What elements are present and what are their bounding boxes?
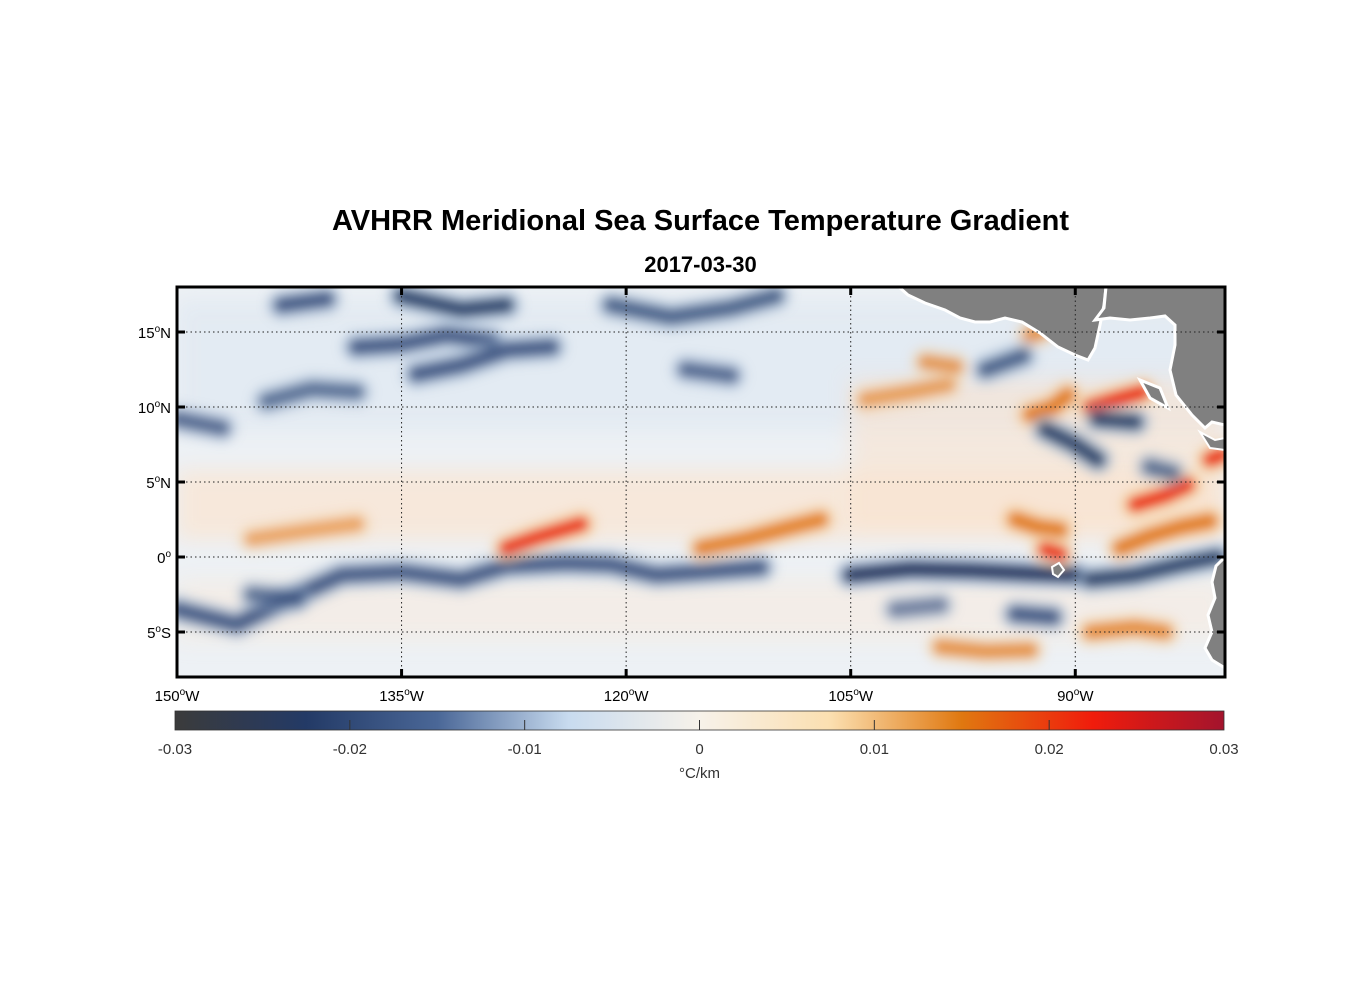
cold-north-7 bbox=[177, 411, 230, 436]
warm-front-7 bbox=[1127, 477, 1196, 512]
warm-front-4 bbox=[1007, 512, 1068, 538]
colorbar-ticks: -0.03 -0.02 -0.01 0 0.01 0.02 0.03 bbox=[158, 720, 1239, 758]
colorbar-tick-label: 0.01 bbox=[860, 741, 889, 758]
cold-east-4 bbox=[1007, 606, 1061, 625]
cold-east-5 bbox=[1142, 459, 1181, 481]
warm-front-14 bbox=[1082, 620, 1173, 640]
land-central-america bbox=[1091, 287, 1225, 431]
land-mexico bbox=[896, 287, 1108, 362]
warm-front-10 bbox=[1022, 387, 1076, 422]
lat-label: 5oS bbox=[147, 624, 171, 642]
cold-north-2 bbox=[394, 288, 514, 317]
lat-label: 5oN bbox=[146, 474, 171, 492]
lon-label: 90oW bbox=[1057, 687, 1094, 705]
colorbar-unit-label: °C/km bbox=[679, 765, 720, 782]
colorbar-tick-label: 0 bbox=[695, 741, 703, 758]
frame-ticks bbox=[175, 287, 1225, 677]
cold-north-6 bbox=[678, 362, 739, 383]
cold-east-6 bbox=[888, 597, 948, 617]
colorbar: -0.03 -0.02 -0.01 0 0.01 0.02 0.03 °C/km bbox=[158, 710, 1239, 782]
warm-front-13 bbox=[933, 639, 1038, 659]
lat-label: 0o bbox=[157, 549, 171, 567]
warm-front-8 bbox=[1202, 447, 1225, 467]
lon-label: 105oW bbox=[828, 687, 874, 705]
warm-front-12 bbox=[918, 354, 963, 374]
warm-front-11 bbox=[858, 377, 956, 407]
colorbar-tick-label: -0.01 bbox=[508, 741, 542, 758]
cold-north-4 bbox=[409, 339, 559, 382]
cold-east-2 bbox=[1090, 411, 1143, 430]
warm-front-6 bbox=[1112, 513, 1218, 556]
longitude-labels: 150oW 135oW 120oW 105oW 90oW bbox=[155, 687, 1095, 705]
cold-north-5 bbox=[603, 288, 784, 325]
land-south-america bbox=[1203, 554, 1225, 670]
land-galapagos bbox=[1050, 561, 1066, 579]
warm-front-1 bbox=[244, 516, 365, 547]
colorbar-tick-label: -0.02 bbox=[333, 741, 367, 758]
cold-band-equator-far-east bbox=[1082, 549, 1225, 587]
map-title: AVHRR Meridional Sea Surface Temperature… bbox=[331, 205, 1069, 237]
cold-band-equator-east bbox=[843, 561, 1083, 583]
cold-east-3 bbox=[978, 348, 1031, 377]
graticule bbox=[177, 287, 1225, 677]
lon-label: 135oW bbox=[379, 687, 425, 705]
colorbar-tick-label: -0.03 bbox=[158, 741, 192, 758]
lon-label: 120oW bbox=[604, 687, 650, 705]
warm-front-3 bbox=[693, 512, 829, 556]
cold-sw-1 bbox=[244, 587, 305, 607]
colorbar-tick-label: 0.02 bbox=[1035, 741, 1064, 758]
cold-north-1 bbox=[274, 291, 335, 313]
warm-front-9 bbox=[1082, 384, 1151, 415]
cold-north-3 bbox=[349, 327, 499, 355]
lat-label: 10oN bbox=[138, 399, 171, 417]
map-plot-area bbox=[175, 285, 1227, 679]
cold-north-8 bbox=[259, 381, 365, 409]
colorbar-tick-label: 0.03 bbox=[1209, 741, 1238, 758]
warm-front-2 bbox=[498, 516, 589, 556]
land-panama bbox=[1197, 429, 1225, 452]
latitude-labels: 15oN 10oN 5oN 0o 5oS bbox=[138, 324, 172, 642]
lon-label: 150oW bbox=[155, 687, 201, 705]
lat-label: 15oN bbox=[138, 324, 171, 342]
warm-front-5 bbox=[1037, 542, 1068, 562]
land-masses bbox=[896, 287, 1225, 670]
map-subtitle: 2017-03-30 bbox=[644, 252, 757, 277]
